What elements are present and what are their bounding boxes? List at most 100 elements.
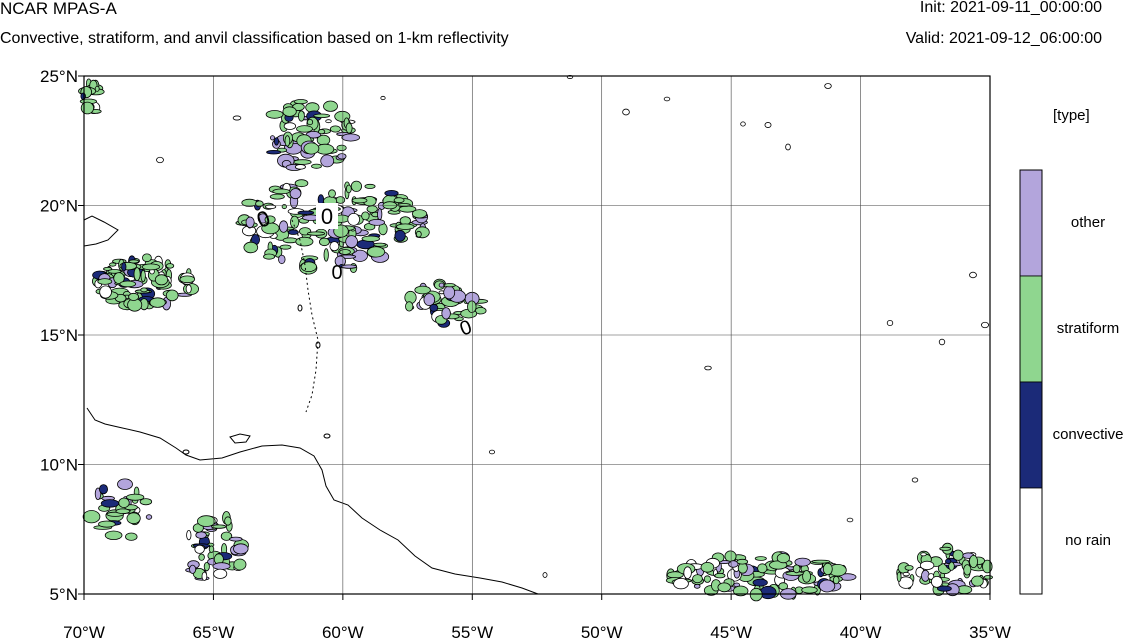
precip-cell — [443, 285, 456, 300]
longitude-ticks: 70°W 65°W 60°W 55°W 50°W 45°W 40°W 35°W — [63, 594, 1011, 641]
isolated-cell — [785, 143, 791, 151]
precip-cell — [263, 253, 276, 260]
y-tick-label: 15°N — [40, 326, 78, 345]
precip-cell — [325, 119, 332, 124]
y-tick-label: 20°N — [40, 197, 78, 216]
coastline-trinidad — [229, 433, 251, 444]
isolated-cell — [824, 83, 832, 89]
x-tick-label: 55°W — [451, 623, 493, 641]
isolated-cell — [969, 271, 977, 279]
precip-cell — [341, 133, 361, 142]
x-tick-label: 70°W — [63, 623, 105, 641]
legend-colorbar — [1019, 169, 1043, 595]
precip-cell — [195, 531, 207, 539]
precip-cell — [303, 142, 320, 155]
precip-cell — [126, 493, 145, 501]
precip-cell — [185, 284, 192, 294]
precip-cell — [341, 264, 358, 269]
valid-time: Valid: 2021-09-12_06:00:00 — [905, 30, 1102, 47]
precip-cell — [269, 135, 275, 141]
precip-cell — [203, 561, 210, 572]
precip-cell — [904, 564, 914, 571]
coastline-south-america — [86, 407, 539, 595]
precip-cluster — [896, 542, 994, 597]
precip-cell — [377, 208, 383, 221]
x-tick-label: 60°W — [322, 623, 364, 641]
y-tick-label: 25°N — [40, 67, 78, 86]
precip-cell — [189, 564, 197, 574]
precip-cell — [140, 269, 146, 282]
precip-cell — [287, 229, 299, 235]
coastline-puerto-rico — [83, 215, 119, 247]
precip-cell — [179, 275, 196, 284]
precip-cell — [318, 237, 330, 247]
precip-cell — [211, 524, 227, 529]
precip-cell — [293, 99, 308, 105]
precip-cluster — [265, 99, 361, 171]
precip-cell — [245, 216, 255, 229]
precip-cell — [384, 189, 399, 197]
precip-cell — [364, 183, 376, 189]
x-tick-label: 40°W — [840, 623, 882, 641]
precip-cell — [213, 568, 228, 579]
precip-cell — [393, 197, 405, 204]
precip-cell — [832, 575, 840, 585]
precip-cell — [98, 520, 116, 528]
x-tick-label: 65°W — [193, 623, 235, 641]
precip-cell — [802, 570, 811, 583]
precip-cell — [345, 235, 358, 249]
legend-swatch-no-rain — [1019, 487, 1043, 595]
precip-cell — [233, 543, 249, 555]
legend-label-no-rain: no rain — [1065, 532, 1111, 549]
precip-cell — [273, 137, 279, 146]
precip-cell — [329, 241, 340, 252]
precip-cell — [154, 274, 169, 286]
init-time: Init: 2021-09-11_00:00:00 — [919, 0, 1102, 16]
map-plot-area: 0 0 0 0 — [78, 75, 994, 602]
isolated-cell — [764, 122, 772, 128]
legend-title: [type] — [1053, 107, 1090, 124]
precip-cell — [141, 263, 160, 271]
precip-cell — [673, 577, 689, 590]
precip-cell — [229, 536, 243, 542]
x-tick-label: 50°W — [581, 623, 623, 641]
precip-cell — [939, 546, 952, 551]
isolated-cell — [938, 338, 946, 346]
precip-cell — [283, 122, 297, 130]
precip-cell — [82, 510, 101, 524]
precip-cell — [394, 229, 406, 242]
precip-cell — [97, 278, 113, 285]
precip-cell — [201, 571, 208, 581]
precip-cell — [717, 582, 731, 593]
precip-cell — [983, 575, 994, 580]
precip-cell — [931, 576, 943, 588]
precip-cell — [361, 211, 370, 221]
isolated-cell — [704, 365, 712, 371]
latitude-ticks: 5°N 10°N 15°N 20°N 25°N — [40, 67, 84, 604]
precip-cell — [692, 574, 703, 584]
precip-cell — [140, 287, 148, 293]
precip-cell — [121, 262, 127, 272]
precip-cell — [952, 549, 964, 561]
precip-cell — [415, 230, 422, 238]
precip-cell — [335, 196, 346, 204]
precip-cell — [295, 236, 314, 247]
precip-cell — [801, 586, 818, 594]
precip-cell — [264, 215, 276, 224]
precip-cell — [284, 135, 291, 147]
precip-cell — [125, 532, 138, 541]
precip-cell — [99, 285, 112, 299]
precip-cell — [100, 499, 120, 508]
precip-cell — [313, 113, 331, 118]
isolated-cell — [740, 121, 746, 127]
precip-cell — [345, 122, 353, 134]
precip-cell — [186, 529, 192, 541]
precip-cell — [811, 559, 831, 564]
precip-cell — [714, 572, 726, 579]
precip-cell — [323, 100, 338, 112]
precip-cell — [317, 129, 326, 135]
coastlines — [83, 215, 539, 595]
precip-cell — [896, 571, 902, 583]
contour-label-0c: 0 — [331, 262, 342, 284]
legend-swatch-other — [1019, 169, 1043, 277]
